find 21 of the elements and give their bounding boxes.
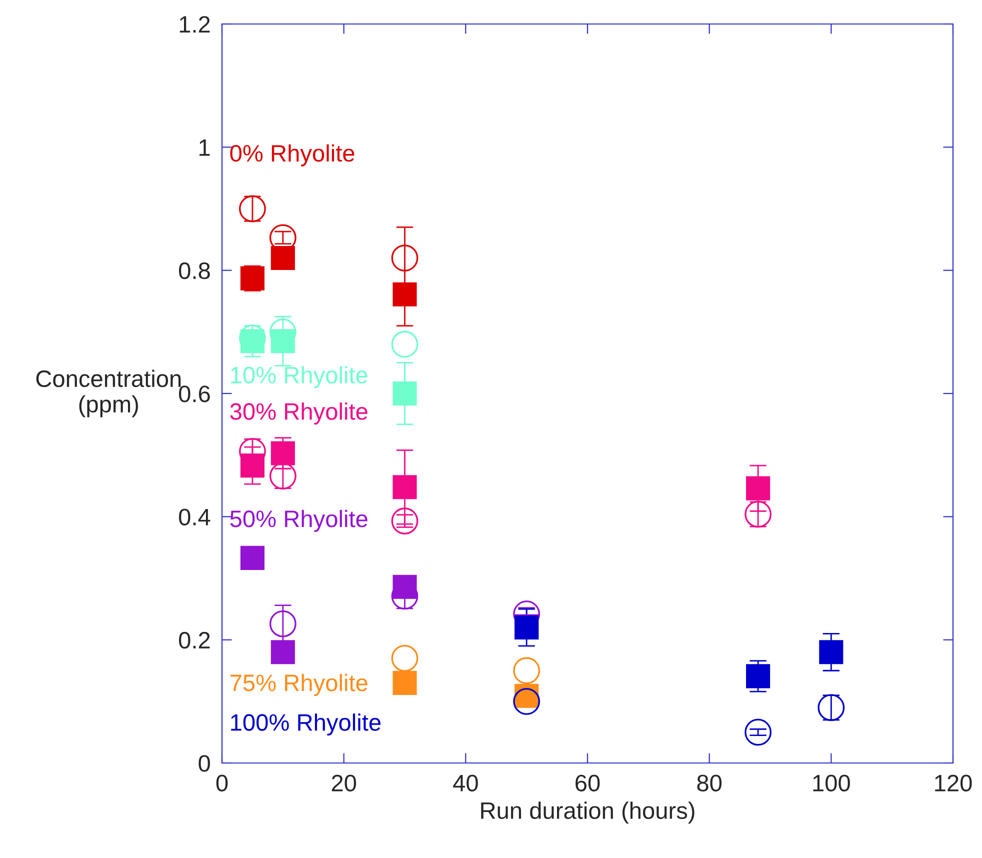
series-label: 30% Rhyolite — [230, 402, 368, 425]
x-axis-title: Run duration (hours) — [481, 802, 694, 824]
x-tick-label: 100 — [813, 774, 850, 792]
x-tick-label: 60 — [576, 774, 600, 792]
x-tick-label: 20 — [332, 774, 356, 792]
series-label: 50% Rhyolite — [230, 510, 368, 532]
y-tick-label: 0.8 — [178, 262, 210, 280]
y-tick-label: 0.4 — [178, 508, 210, 526]
y-tick-label: 0.2 — [178, 632, 210, 649]
series-label: 10% Rhyolite — [231, 366, 368, 388]
y-tick-label: 1.2 — [180, 16, 210, 33]
y-tick-label: 1 — [200, 139, 210, 156]
y-tick-label: 0.6 — [178, 386, 210, 402]
text: 0% Rhyolite — [230, 144, 354, 166]
series-label: 75% Rhyolite — [230, 674, 368, 696]
x-tick-label: 0 — [216, 774, 228, 792]
y-tick-label: 0 — [198, 755, 210, 772]
x-tick-label: 80 — [697, 774, 722, 792]
x-tick-label: 120 — [935, 774, 972, 792]
x-tick-label: 40 — [453, 774, 478, 792]
text: 100% Rhyolite — [231, 714, 381, 736]
